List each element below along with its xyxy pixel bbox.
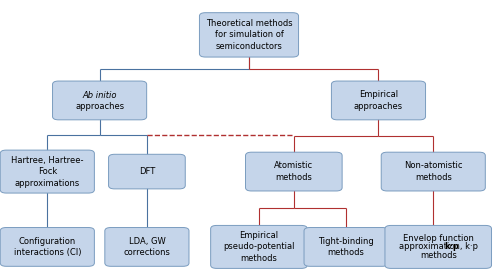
Text: approaches: approaches	[75, 102, 124, 111]
Text: approximation, k·p: approximation, k·p	[399, 242, 478, 251]
FancyBboxPatch shape	[105, 228, 189, 266]
FancyBboxPatch shape	[304, 228, 388, 266]
FancyBboxPatch shape	[109, 154, 185, 189]
Text: Envelop function: Envelop function	[403, 234, 474, 243]
FancyBboxPatch shape	[385, 225, 492, 268]
Text: k·p: k·p	[445, 242, 460, 251]
Text: k·p: k·p	[445, 242, 460, 251]
FancyBboxPatch shape	[211, 225, 307, 268]
Text: LDA, GW
corrections: LDA, GW corrections	[124, 237, 170, 257]
FancyBboxPatch shape	[199, 13, 298, 57]
Text: Tight-binding
methods: Tight-binding methods	[318, 237, 374, 257]
Text: Atomistic
methods: Atomistic methods	[274, 161, 313, 182]
FancyBboxPatch shape	[246, 152, 342, 191]
Text: methods: methods	[420, 251, 457, 260]
Text: DFT: DFT	[139, 167, 155, 176]
Text: Non-atomistic
methods: Non-atomistic methods	[404, 161, 463, 182]
Text: Theoretical methods
for simulation of
semiconductors: Theoretical methods for simulation of se…	[206, 19, 292, 51]
Text: Configuration
interactions (CI): Configuration interactions (CI)	[13, 237, 81, 257]
FancyBboxPatch shape	[0, 150, 95, 193]
Text: Ab initio: Ab initio	[82, 91, 117, 100]
FancyBboxPatch shape	[53, 81, 146, 120]
Text: Empirical
approaches: Empirical approaches	[354, 90, 403, 111]
FancyBboxPatch shape	[381, 152, 485, 191]
FancyBboxPatch shape	[0, 228, 95, 266]
FancyBboxPatch shape	[332, 81, 425, 120]
Text: Empirical
pseudo-potential
methods: Empirical pseudo-potential methods	[223, 231, 295, 263]
Text: Hartree, Hartree-
Fock
approximations: Hartree, Hartree- Fock approximations	[11, 156, 84, 187]
